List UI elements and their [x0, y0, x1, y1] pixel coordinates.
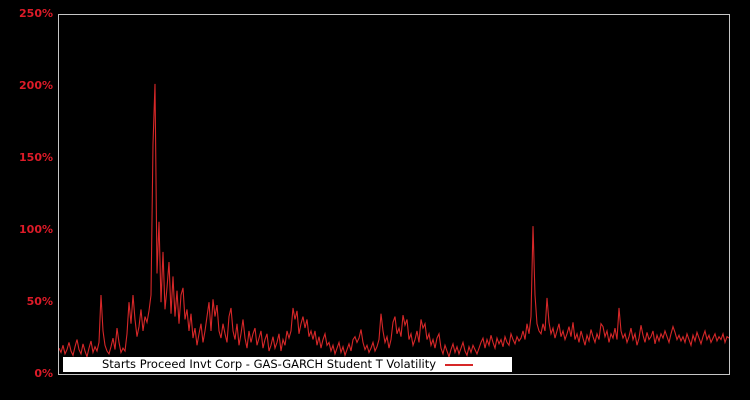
- y-tick-label: 150%: [19, 151, 53, 164]
- volatility-line: [59, 83, 729, 359]
- volatility-line-svg: [59, 83, 729, 359]
- plot-area: [58, 14, 730, 375]
- y-tick-label: 0%: [34, 367, 53, 380]
- legend-line-icon: [445, 363, 474, 366]
- y-tick-label: 250%: [19, 7, 53, 20]
- legend: Starts Proceed Invt Corp - GAS-GARCH Stu…: [63, 357, 512, 372]
- y-tick-label: 100%: [19, 223, 53, 236]
- y-tick-label: 50%: [26, 295, 53, 308]
- y-tick-label: 200%: [19, 79, 53, 92]
- legend-label: Starts Proceed Invt Corp - GAS-GARCH Stu…: [101, 357, 437, 371]
